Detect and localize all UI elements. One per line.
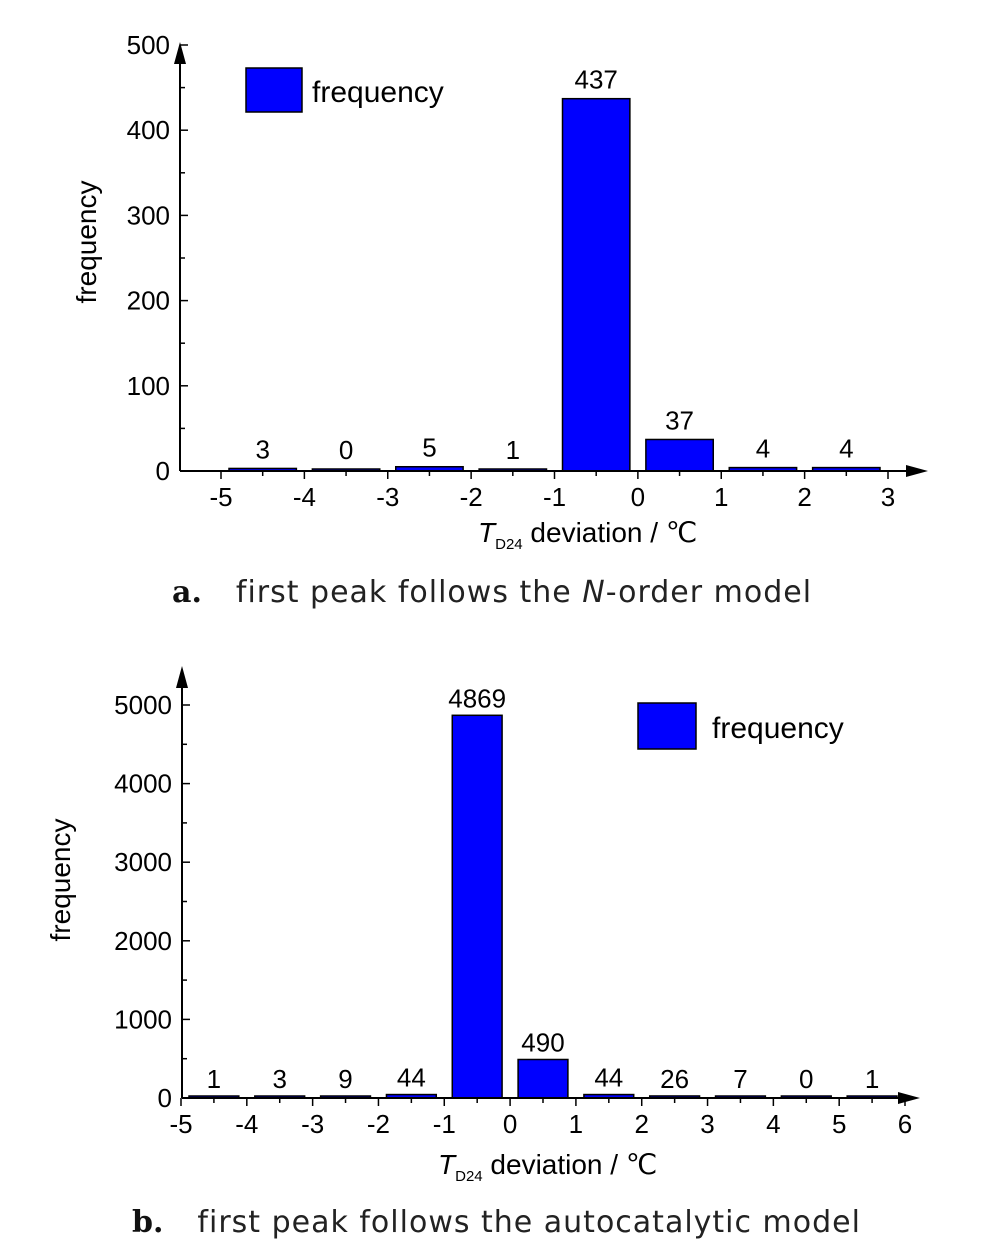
x-tick-label-8: 3: [700, 1109, 714, 1139]
y-tick-label-2: 200: [127, 286, 170, 316]
x-axis-arrow: [898, 1092, 920, 1104]
x-tick-label-11: 6: [898, 1109, 912, 1139]
y-tick-label-1: 100: [127, 371, 170, 401]
legend-label: frequency: [712, 712, 844, 745]
y-tick-label-4: 4000: [114, 769, 172, 799]
y-tick-label-1: 1000: [114, 1004, 172, 1034]
data-label-6: 4: [756, 434, 770, 464]
x-tick-label-0: -5: [209, 482, 232, 512]
x-tick-label-5: 0: [631, 482, 645, 512]
panel-b-legend: frequency: [637, 702, 844, 750]
panel-b-data-labels: 1 3 9 44 4869 490 44 26 7 0 1: [207, 683, 880, 1094]
y-tick-label-5: 5000: [114, 690, 172, 720]
panel-a-data-labels: 3 0 5 1 437 37 4 4: [255, 65, 853, 465]
legend-swatch: [637, 702, 697, 750]
y-tick-label-2: 2000: [114, 926, 172, 956]
data-label-4: 4869: [448, 683, 506, 713]
x-tick-label-6: 1: [569, 1109, 583, 1139]
data-label-9: 0: [799, 1064, 813, 1094]
x-tick-label-3: -2: [367, 1109, 390, 1139]
bar-5: [517, 1058, 569, 1099]
panel-a-caption-post: -order model: [606, 575, 812, 610]
data-label-2: 9: [338, 1064, 352, 1094]
x-tick-label-3: -2: [460, 482, 483, 512]
bar-4: [561, 97, 631, 472]
panel-b-x-axis-text: deviation / ℃: [483, 1149, 658, 1180]
x-tick-label-4: -1: [433, 1109, 456, 1139]
panel-a-y-axis-title: frequency: [71, 181, 102, 304]
x-tick-label-8: 3: [881, 482, 895, 512]
y-axis-arrow: [176, 666, 188, 688]
panel-b-axes: 0 1000 2000 3000 4000 5000 -5 -4 -3 -2 -1 0 1 2 3 4 5 6: [114, 666, 920, 1139]
panel-a-bars: [228, 97, 881, 472]
x-tick-label-1: -4: [293, 482, 316, 512]
data-label-5: 490: [521, 1027, 564, 1057]
panel-b-bars: [188, 714, 898, 1099]
x-tick-label-9: 4: [766, 1109, 780, 1139]
x-tick-label-2: -3: [376, 482, 399, 512]
x-tick-label-1: -4: [235, 1109, 258, 1139]
x-tick-label-5: 0: [503, 1109, 517, 1139]
x-tick-label-10: 5: [832, 1109, 846, 1139]
data-label-3: 44: [397, 1063, 426, 1093]
y-tick-label-0: 0: [158, 1083, 172, 1113]
panel-a-caption: a. first peak follows the N-order model: [172, 575, 812, 610]
panel-a-caption-italic: N: [582, 575, 605, 610]
x-tick-label-6: 1: [714, 482, 728, 512]
legend-swatch: [245, 67, 303, 113]
panel-b-caption-letter: b.: [132, 1205, 163, 1240]
panel-a-chart: 0 100 200 300 400 500 -5 -4 -3 -2 -1 0 1 2 3 3 0 5 1 437 37…: [71, 30, 928, 553]
x-tick-label-2: -3: [301, 1109, 324, 1139]
panel-b-caption-pre: first peak follows the autocatalytic mod…: [197, 1205, 861, 1240]
x-tick-label-4: -1: [543, 482, 566, 512]
panel-b-caption: b. first peak follows the autocatalytic …: [132, 1205, 861, 1240]
legend-label: frequency: [312, 76, 444, 109]
panel-a-x-axis-symbol: T: [478, 517, 497, 548]
panel-b-chart: 0 1000 2000 3000 4000 5000 -5 -4 -3 -2 -1 0 1 2 3 4 5 6 1…: [45, 666, 920, 1185]
x-tick-label-7: 2: [797, 482, 811, 512]
panel-a-x-axis-text: deviation / ℃: [523, 517, 698, 548]
panel-b-y-axis-title: frequency: [45, 819, 76, 942]
panel-b-x-axis-symbol: T: [438, 1149, 457, 1180]
data-label-0: 3: [255, 434, 269, 464]
y-tick-label-3: 300: [127, 200, 170, 230]
data-label-0: 1: [207, 1064, 221, 1094]
panel-a-x-axis-title: TD24 deviation / ℃: [478, 517, 697, 553]
data-label-3: 1: [506, 435, 520, 465]
data-label-10: 1: [865, 1064, 879, 1094]
y-tick-label-4: 400: [127, 115, 170, 145]
y-tick-label-3: 3000: [114, 847, 172, 877]
y-tick-label-0: 0: [156, 456, 170, 486]
panel-a-caption-letter: a.: [172, 575, 202, 610]
data-label-1: 3: [272, 1064, 286, 1094]
panel-b-x-axis-subscript: D24: [455, 1168, 483, 1185]
panel-a-caption-pre: first peak follows the: [236, 575, 582, 610]
x-axis-arrow: [906, 465, 928, 477]
data-label-7: 4: [839, 434, 853, 464]
data-label-1: 0: [339, 435, 353, 465]
panel-a-axes: 0 100 200 300 400 500 -5 -4 -3 -2 -1 0 1 2 3: [127, 30, 928, 512]
x-tick-label-0: -5: [169, 1109, 192, 1139]
data-label-6: 44: [594, 1063, 623, 1093]
bar-5: [645, 438, 714, 472]
data-label-7: 26: [660, 1064, 689, 1094]
data-label-8: 7: [733, 1064, 747, 1094]
data-label-2: 5: [422, 433, 436, 463]
data-label-4: 437: [574, 65, 617, 95]
y-axis-arrow: [174, 42, 186, 64]
panel-a-x-axis-subscript: D24: [495, 536, 523, 553]
y-tick-label-5: 500: [127, 30, 170, 60]
bar-4: [451, 714, 503, 1099]
panel-a-legend: frequency: [245, 67, 444, 113]
panel-b-x-axis-title: TD24 deviation / ℃: [438, 1149, 657, 1185]
x-tick-label-7: 2: [634, 1109, 648, 1139]
data-label-5: 37: [665, 405, 694, 435]
